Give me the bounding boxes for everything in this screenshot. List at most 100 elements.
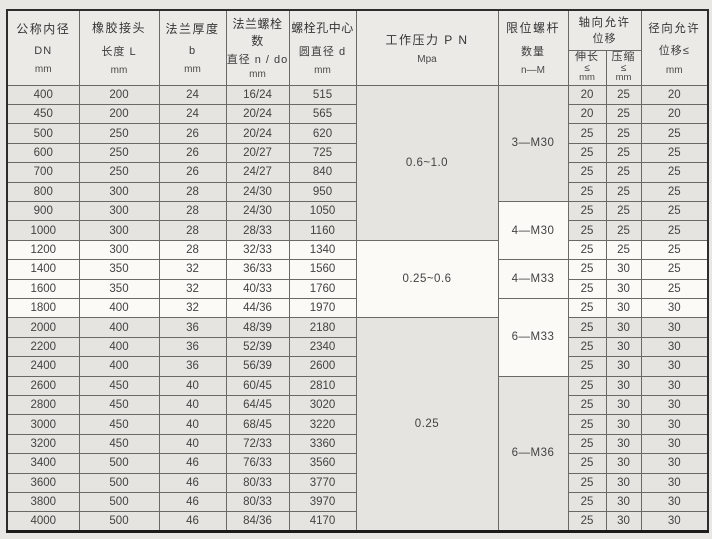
cell-circle: 515: [288, 84, 357, 105]
cell-dn: 1400: [6, 259, 80, 280]
header-thickness-title: 法兰厚度: [165, 22, 220, 37]
table-row: 3000 450 40 68/45 3220 25 30 30: [6, 414, 709, 435]
header-thickness-unit: mm: [184, 64, 201, 76]
cell-thickness: 26: [158, 142, 227, 164]
cell-length: 350: [78, 278, 160, 299]
header-bolts: 法兰螺栓数 直径 n / do mm: [225, 9, 290, 86]
cell-radial: 30: [640, 297, 709, 319]
cell-length: 450: [78, 394, 160, 416]
cell-circle: 3360: [288, 433, 357, 455]
header-length-title: 橡胶接头: [91, 21, 146, 36]
table-row: 900 300 28 24/30 1050 4—M30 25 25 25: [6, 200, 709, 261]
cell-circle: 1760: [288, 278, 357, 299]
cell-radial: 30: [640, 375, 709, 397]
cell-compression: 30: [605, 394, 642, 416]
cell-elongation: 25: [567, 200, 607, 222]
cell-thickness: 28: [158, 220, 227, 241]
table-row: 1200 300 28 32/33 1340 0.25~0.6 25 25 25: [6, 239, 709, 319]
header-bolts-unit: mm: [249, 69, 266, 81]
cell-dn: 2000: [6, 317, 80, 338]
cell-limit-span: 4—M30: [497, 200, 569, 261]
cell-elongation: 25: [567, 259, 607, 280]
cell-circle: 950: [288, 181, 357, 202]
cell-elongation: 25: [567, 492, 607, 513]
cell-thickness: 26: [158, 123, 227, 144]
cell-radial: 30: [640, 394, 709, 416]
cell-bolts: 24/30: [225, 181, 290, 202]
cell-length: 400: [78, 317, 160, 338]
cell-length: 500: [78, 511, 160, 532]
header-length: 橡胶接头 长度 L mm: [78, 9, 160, 86]
cell-thickness: 46: [158, 511, 227, 532]
header-thickness-symbol: b: [188, 44, 197, 57]
cell-compression: 30: [605, 356, 642, 377]
cell-bolts: 52/39: [225, 336, 290, 358]
header-limit-symbol: n—M: [521, 65, 545, 77]
cell-compression: 30: [605, 278, 642, 299]
table-row: 1000 300 28 28/33 1160 25 25 25: [6, 220, 709, 241]
cell-dn: 700: [6, 162, 80, 183]
table-row: 700 250 26 24/27 840 25 25 25: [6, 162, 709, 183]
cell-elongation: 25: [567, 414, 607, 435]
header-bolts-symbol: 直径 n / do: [226, 54, 289, 67]
cell-radial: 25: [640, 142, 709, 164]
cell-compression: 25: [605, 239, 642, 261]
cell-bolts: 20/24: [225, 123, 290, 144]
cell-dn: 2400: [6, 356, 80, 377]
header-elongation-title: 伸长: [575, 51, 599, 63]
cell-limit-span: 6—M33: [497, 297, 569, 377]
cell-length: 350: [78, 259, 160, 280]
header-pressure-unit: Mpa: [417, 53, 437, 65]
table-row: 3200 450 40 72/33 3360 25 30 30: [6, 433, 709, 455]
cell-thickness: 46: [158, 492, 227, 513]
cell-length: 300: [78, 220, 160, 241]
cell-bolts: 80/33: [225, 492, 290, 513]
cell-thickness: 24: [158, 84, 227, 105]
cell-radial: 30: [640, 414, 709, 435]
cell-bolts: 36/33: [225, 259, 290, 280]
cell-bolts: 56/39: [225, 356, 290, 377]
cell-radial: 30: [640, 317, 709, 338]
cell-length: 500: [78, 453, 160, 474]
cell-elongation: 25: [567, 162, 607, 183]
cell-radial: 25: [640, 259, 709, 280]
header-compression-unit: mm: [615, 72, 632, 83]
cell-thickness: 46: [158, 453, 227, 474]
table-row: 2400 400 36 56/39 2600 25 30 30: [6, 356, 709, 377]
table-row: 800 300 28 24/30 950 25 25 25: [6, 181, 709, 202]
cell-compression: 30: [605, 492, 642, 513]
cell-bolts: 48/39: [225, 317, 290, 338]
cell-thickness: 36: [158, 336, 227, 358]
header-radial-unit: mm: [665, 64, 683, 76]
cell-thickness: 24: [158, 103, 227, 125]
cell-thickness: 32: [158, 259, 227, 280]
cell-circle: 1560: [288, 259, 357, 280]
cell-bolts: 24/27: [225, 162, 290, 183]
cell-thickness: 28: [158, 181, 227, 202]
cell-radial: 25: [640, 181, 709, 202]
cell-elongation: 25: [567, 472, 607, 494]
header-circle-title: 螺栓孔中心: [291, 21, 354, 36]
header-length-symbol: 长度 L: [101, 45, 137, 58]
cell-elongation: 25: [567, 453, 607, 474]
cell-bolts: 20/24: [225, 103, 290, 125]
cell-dn: 1000: [6, 220, 80, 241]
cell-thickness: 36: [158, 356, 227, 377]
cell-circle: 840: [288, 162, 357, 183]
cell-compression: 25: [605, 84, 642, 105]
cell-dn: 1600: [6, 278, 80, 299]
cell-circle: 3020: [288, 394, 357, 416]
header-length-unit: mm: [110, 65, 128, 77]
cell-length: 300: [78, 239, 160, 261]
cell-circle: 725: [288, 142, 357, 164]
cell-length: 400: [78, 297, 160, 319]
cell-length: 200: [78, 103, 160, 125]
cell-compression: 30: [605, 511, 642, 532]
header-axial-line1: 轴向允许: [578, 17, 631, 30]
cell-thickness: 26: [158, 162, 227, 183]
cell-limit-span: 6—M36: [497, 375, 569, 533]
cell-pressure-span: 0.6~1.0: [355, 84, 499, 241]
cell-dn: 600: [6, 142, 80, 164]
cell-limit-span: 3—M30: [497, 84, 569, 202]
cell-dn: 4000: [6, 511, 80, 532]
